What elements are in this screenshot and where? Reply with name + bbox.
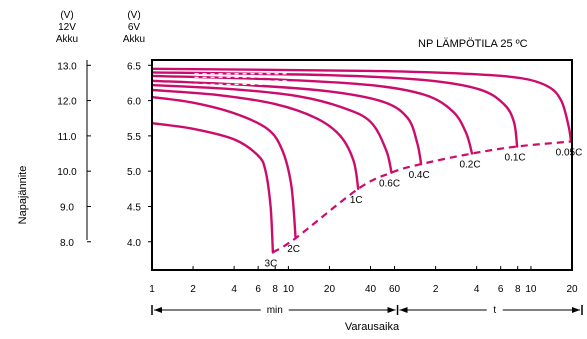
series-line-2C: [150, 95, 297, 240]
x-axis-label: Varausaika: [345, 321, 400, 333]
y-tick-label-6v: 5.5: [127, 132, 141, 143]
series-line-3C: [150, 122, 275, 254]
y-tick-label-12v: 13.0: [57, 61, 77, 72]
y-tick-label-12v: 8.0: [60, 238, 74, 249]
discharge-curves: [150, 67, 573, 254]
range-label-t: t: [493, 305, 496, 316]
series-label-0-05C: 0.05C: [556, 148, 583, 159]
y-axis-unit: (V): [127, 10, 140, 21]
series-line-0-6C: [150, 83, 393, 174]
plot-frame: [151, 59, 573, 271]
y-axis-voltage: 6V: [128, 22, 141, 33]
series-label-0-2C: 0.2C: [459, 160, 480, 171]
x-tick-label-t: 2: [433, 284, 439, 295]
series-label-1C: 1C: [350, 195, 363, 206]
x-tick-label-t: 20: [566, 284, 578, 295]
x-tick-label-min: 6: [255, 284, 261, 295]
final-voltage-dashed-line: [272, 140, 572, 254]
y-tick-label-6v: 6.5: [127, 61, 141, 72]
series-labels: 3C 2C 1C 0.6C 0.4C 0.2C 0.1C 0.05C: [265, 148, 583, 270]
y-tick-label-12v: 12.0: [57, 97, 77, 108]
series-label-0-4C: 0.4C: [409, 170, 430, 181]
range-arrowhead: [387, 307, 396, 313]
y-axis-voltage: 12V: [58, 22, 76, 33]
y-axes: 6.5 13.0 6.0 12.0 5.5 11.0 5.0 10.0 4.5 9.0 4.0 8.0…: [56, 10, 152, 249]
y-tick-label-6v: 4.5: [127, 202, 141, 213]
y-tick-label-6v: 5.0: [127, 167, 141, 178]
range-arrowhead: [399, 307, 408, 313]
range-arrowhead: [572, 307, 580, 313]
series-line-1C: [150, 88, 360, 190]
y-tick-label-12v: 9.0: [60, 202, 74, 213]
range-label-min: min: [267, 305, 283, 316]
series-label-0-6C: 0.6C: [379, 179, 400, 190]
y-tick-label-6v: 6.0: [127, 97, 141, 108]
x-tick-label-t: 6: [498, 284, 504, 295]
series-label-0-1C: 0.1C: [505, 152, 526, 163]
y-tick-label-6v: 4.0: [127, 238, 141, 249]
annotation-temperature: NP LÄMPÖTILA 25 ºC: [418, 38, 528, 50]
x-tick-label-min: 2: [190, 284, 196, 295]
x-tick-label-min: 4: [231, 284, 237, 295]
y-tick-label-12v: 11.0: [58, 132, 77, 143]
y-tick-label-12v: 10.0: [57, 167, 77, 178]
series-line-0-2C: [150, 74, 474, 155]
range-arrowhead: [154, 307, 162, 313]
series-label-3C: 3C: [265, 258, 278, 269]
x-tick-label-t: 8: [515, 284, 521, 295]
x-tick-label-min: 8: [272, 284, 278, 295]
x-tick-label-min: 60: [389, 284, 401, 295]
y-axis-unit: (V): [60, 10, 73, 21]
x-tick-label-t: 4: [474, 284, 480, 295]
y-axis-name: Akku: [123, 34, 145, 45]
series-label-2C: 2C: [287, 244, 300, 255]
y-axis-label: Napajännite: [17, 166, 29, 225]
x-tick-label-min: 40: [365, 284, 377, 295]
x-tick-label-min: 1: [149, 284, 155, 295]
series-line-0-05C: [150, 67, 573, 143]
y-axis-name: Akku: [56, 34, 78, 45]
x-tick-label-t: 10: [525, 284, 537, 295]
x-tick-label-min: 20: [324, 284, 336, 295]
x-tick-label-min: 10: [283, 284, 295, 295]
